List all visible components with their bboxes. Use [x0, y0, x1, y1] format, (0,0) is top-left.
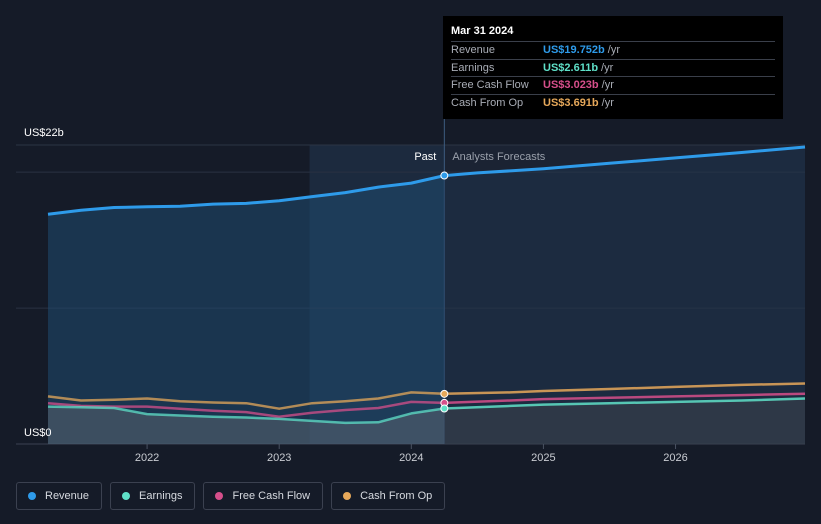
legend-dot-icon	[215, 492, 224, 500]
earnings-area-past	[48, 406, 445, 444]
tooltip-row-label: Cash From Op	[451, 96, 524, 109]
free-cash-flow-line-past	[47, 400, 445, 419]
forecast-label: Analysts Forecasts	[452, 151, 545, 163]
chart-lines	[47, 145, 806, 425]
revenue-area-past	[48, 175, 445, 444]
tooltip-row-unit: /yr	[607, 44, 620, 57]
tooltip-row: Revenue US$19.752b/yr	[451, 41, 775, 59]
legend-item-revenue[interactable]: Revenue	[16, 482, 103, 510]
tooltip-rows: Revenue US$19.752b/yr Earnings US$2.611b/yr…	[451, 41, 775, 111]
tooltip-row-value: US$3.691b	[543, 96, 599, 109]
legend-item-cash-from-op[interactable]: Cash From Op	[331, 482, 446, 510]
tooltip-row-unit: /yr	[601, 96, 614, 109]
tooltip-row-unit: /yr	[601, 61, 614, 74]
tooltip: Mar 31 2024 Revenue US$19.752b/yr Earnings…	[443, 16, 783, 119]
cash-from-op-line-forecast	[444, 382, 806, 396]
tooltip-row: Cash From Op US$3.691b/yr	[451, 93, 775, 112]
legend-dot-icon	[28, 492, 36, 500]
revenue-point	[440, 171, 449, 180]
chart-text: US$22b US$0 Past Analysts Forecasts 2022 2023…	[24, 127, 688, 464]
tooltip-row: Free Cash Flow US$3.023b/yr	[451, 76, 775, 94]
revenue-line-past	[47, 174, 445, 216]
x-tick-label: 2024	[399, 452, 423, 464]
revenue-line-forecast	[444, 145, 806, 178]
chart-points	[440, 171, 449, 413]
cash-from-op-point	[440, 389, 449, 398]
x-tick-label: 2023	[267, 452, 291, 464]
past-label: Past	[414, 151, 436, 163]
tooltip-row-label: Free Cash Flow	[451, 79, 529, 92]
y-axis-bottom-label: US$0	[24, 427, 52, 439]
tooltip-row-value: US$3.023b	[543, 79, 599, 92]
earnings-area-forecast	[444, 398, 805, 444]
legend-label: Revenue	[45, 490, 90, 502]
earnings-line-forecast	[444, 397, 806, 410]
legend-dot-icon	[122, 492, 131, 500]
y-axis-top-label: US$22b	[24, 127, 64, 139]
revenue-area-forecast	[444, 147, 805, 444]
tooltip-row-label: Revenue	[451, 44, 496, 57]
tooltip-row-label: Earnings	[451, 61, 495, 74]
tooltip-date: Mar 31 2024	[451, 25, 514, 37]
tooltip-row-unit: /yr	[601, 79, 614, 92]
earnings-line-past	[47, 405, 445, 425]
x-tick-label: 2025	[531, 452, 555, 464]
free-cash-flow-line-forecast	[444, 392, 806, 405]
legend-label: Free Cash Flow	[232, 490, 311, 502]
legend-label: Cash From Op	[360, 490, 433, 502]
legend: Revenue Earnings Free Cash Flow Cash From O…	[16, 482, 446, 510]
cash-from-op-line-past	[47, 391, 445, 410]
legend-label: Earnings	[139, 490, 183, 502]
earnings-point	[440, 404, 449, 413]
tooltip-row-value: US$2.611b	[543, 61, 599, 74]
x-tick-label: 2022	[135, 452, 159, 464]
legend-item-earnings[interactable]: Earnings	[110, 482, 196, 510]
legend-dot-icon	[343, 492, 352, 500]
x-tick-label: 2026	[663, 452, 687, 464]
chart-svg: US$22b US$0 Past Analysts Forecasts 2022 2023…	[16, 16, 806, 464]
chart-areas	[48, 147, 805, 444]
tooltip-row: Earnings US$2.611b/yr	[451, 58, 775, 77]
legend-item-free-cash-flow[interactable]: Free Cash Flow	[203, 482, 324, 510]
tooltip-row-value: US$19.752b	[543, 44, 605, 57]
